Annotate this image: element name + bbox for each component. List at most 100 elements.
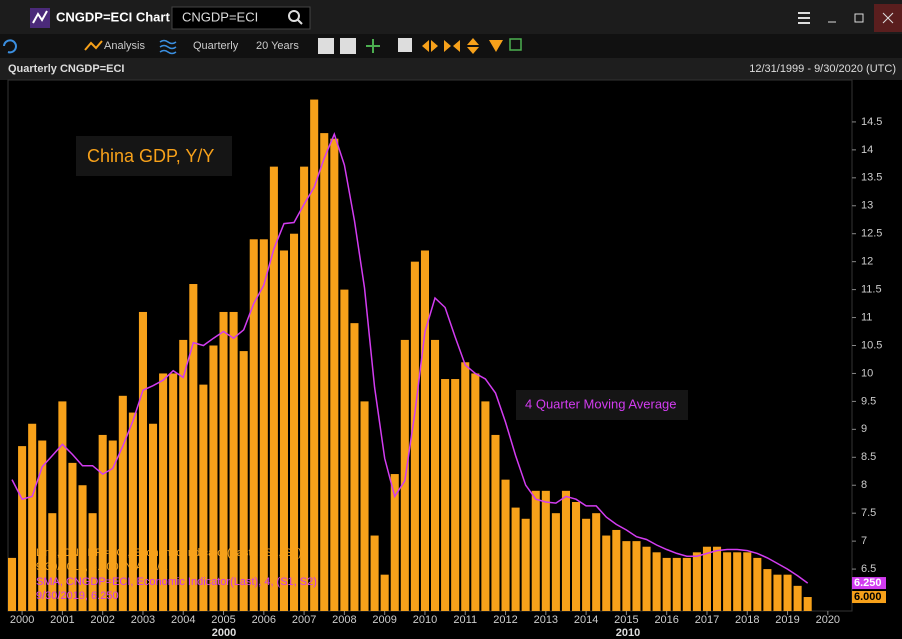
range-menu[interactable]: 20 Years bbox=[256, 40, 299, 52]
tool-button[interactable] bbox=[422, 40, 438, 52]
bar bbox=[662, 557, 671, 611]
bar bbox=[330, 138, 339, 612]
bar bbox=[491, 434, 500, 611]
bar bbox=[723, 552, 732, 611]
bar bbox=[592, 513, 601, 611]
analysis-menu[interactable]: Analysis bbox=[104, 40, 145, 52]
bar bbox=[652, 552, 661, 611]
x-tick-label: 2017 bbox=[695, 614, 719, 626]
bar bbox=[702, 546, 711, 611]
interval-menu[interactable]: Quarterly bbox=[193, 40, 239, 52]
bar bbox=[78, 485, 87, 611]
bar bbox=[279, 250, 288, 611]
bar bbox=[531, 490, 540, 611]
interval-icon[interactable] bbox=[159, 39, 177, 55]
y-tick-label: 7.5 bbox=[861, 507, 876, 519]
search-box[interactable] bbox=[171, 6, 311, 30]
search-icon[interactable] bbox=[297, 19, 303, 25]
bar bbox=[551, 513, 560, 611]
bar bbox=[431, 339, 440, 611]
bar bbox=[622, 541, 631, 611]
bar bbox=[672, 557, 681, 611]
tool-button[interactable] bbox=[398, 38, 412, 52]
bar bbox=[501, 479, 510, 611]
x-tick-label: 2010 bbox=[413, 614, 437, 626]
bar bbox=[451, 379, 460, 611]
x-group-label: 2010 bbox=[616, 627, 640, 639]
y-tick-label: 13.5 bbox=[861, 172, 882, 184]
bar bbox=[179, 339, 188, 611]
annotation: China GDP, Y/Y bbox=[87, 146, 214, 166]
x-tick-label: 2016 bbox=[654, 614, 678, 626]
search-icon[interactable] bbox=[288, 10, 300, 22]
search-text[interactable]: CNGDP=ECI bbox=[182, 9, 258, 24]
tool-button[interactable] bbox=[467, 38, 479, 54]
bar bbox=[239, 351, 248, 611]
tool-button[interactable] bbox=[489, 40, 503, 52]
bar bbox=[753, 557, 762, 611]
bar bbox=[783, 574, 792, 611]
app-icon-glyph bbox=[32, 10, 48, 24]
legend-name: SMA, CNGDP=ECI, Economic Indicator(Last)… bbox=[36, 576, 317, 588]
title-bar bbox=[0, 0, 902, 34]
chart-header bbox=[0, 58, 902, 80]
sma-line bbox=[11, 132, 809, 584]
bar bbox=[390, 474, 399, 611]
bar bbox=[793, 585, 802, 611]
bar bbox=[763, 569, 772, 611]
bar bbox=[209, 345, 218, 611]
y-tick-label: 10 bbox=[861, 367, 873, 379]
tool-button[interactable] bbox=[366, 39, 380, 53]
x-tick-label: 2014 bbox=[574, 614, 598, 626]
close-icon[interactable] bbox=[882, 12, 894, 24]
x-tick-label: 2001 bbox=[50, 614, 74, 626]
bar bbox=[713, 546, 722, 611]
bar bbox=[441, 379, 450, 611]
bar bbox=[511, 507, 520, 611]
y-tick-label: 11.5 bbox=[861, 284, 882, 296]
x-tick-label: 2015 bbox=[614, 614, 638, 626]
bar bbox=[582, 518, 591, 611]
chart-date-range: 12/31/1999 - 9/30/2020 (UTC) bbox=[749, 63, 896, 75]
bar bbox=[602, 535, 611, 611]
bar bbox=[48, 513, 57, 611]
x-tick-label: 2009 bbox=[372, 614, 396, 626]
bar bbox=[380, 574, 389, 611]
bar bbox=[340, 289, 349, 611]
bar bbox=[290, 233, 299, 612]
y-tick-label: 8 bbox=[861, 479, 867, 491]
y-tick-label: 10.5 bbox=[861, 339, 882, 351]
y-tick-label: 7 bbox=[861, 535, 867, 547]
x-tick-label: 2018 bbox=[735, 614, 759, 626]
bar bbox=[108, 440, 117, 611]
y-tick-label: 9 bbox=[861, 423, 867, 435]
bar bbox=[229, 311, 238, 611]
bar bbox=[58, 401, 67, 611]
last-value-tag bbox=[852, 577, 886, 590]
chart-header-title: Quarterly CNGDP=ECI bbox=[8, 63, 124, 75]
x-tick-label: 2008 bbox=[332, 614, 356, 626]
bar bbox=[561, 490, 570, 611]
last-value-label: 6.250 bbox=[854, 577, 882, 589]
x-tick-label: 2000 bbox=[10, 614, 34, 626]
bar bbox=[461, 362, 470, 611]
maximize-button[interactable] bbox=[854, 13, 864, 23]
bar bbox=[310, 99, 319, 611]
last-value-tag bbox=[852, 591, 886, 604]
bar bbox=[410, 261, 419, 611]
bar bbox=[632, 541, 641, 611]
bar bbox=[743, 552, 752, 611]
x-group-label: 2000 bbox=[212, 627, 236, 639]
tool-button[interactable] bbox=[318, 38, 334, 54]
analysis-icon[interactable] bbox=[84, 40, 103, 51]
x-tick-label: 2020 bbox=[816, 614, 840, 626]
x-tick-label: 2011 bbox=[453, 614, 477, 626]
tool-button[interactable] bbox=[340, 38, 356, 54]
undo-button[interactable] bbox=[3, 39, 17, 54]
tool-button[interactable] bbox=[509, 38, 522, 51]
bar bbox=[350, 323, 359, 611]
bar bbox=[300, 166, 309, 611]
tool-button[interactable] bbox=[444, 40, 460, 52]
bar bbox=[259, 239, 268, 612]
bar bbox=[572, 502, 581, 611]
